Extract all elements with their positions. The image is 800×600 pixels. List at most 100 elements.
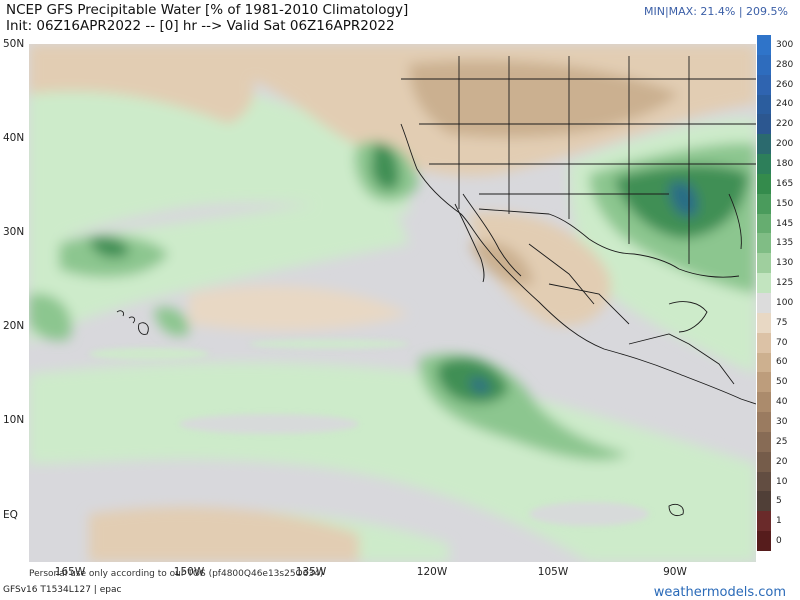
colorbar-segment [757,213,771,234]
lat-label-20n: 20N [3,320,25,332]
dry-central-pacific [189,285,409,331]
colorbar-segment [757,94,771,115]
colorbar-tick-label: 220 [776,119,794,130]
colorbar-segment [757,233,771,254]
lon-label-105w: 105W [537,566,569,578]
colorbar-segment [757,392,771,413]
colorbar-tick-label: 165 [776,178,794,189]
colorbar-tick-label: 10 [776,476,788,487]
galapagos-outline [668,503,684,517]
moist-streak-a [89,348,209,360]
country-outlines [116,56,756,517]
colorbar-tick-label: 5 [776,496,782,507]
colorbar-segment [757,332,771,353]
colorbar-segment [757,451,771,472]
colorbar-segment [757,134,771,155]
colorbar-segment [757,491,771,512]
dry-northeast-pacific [29,44,254,124]
lon-label-90w: 90W [663,566,687,578]
gulf-coast [588,238,740,278]
colorbar-tick-label: 150 [776,198,794,209]
baja-california [454,203,485,283]
colorbar-segment [757,35,771,55]
lat-label-50n: 50N [3,38,25,50]
florida [728,193,742,250]
mexico-state-line-a [528,243,595,305]
personal-use-notice: Personal use only according to our TOS (… [29,569,324,579]
lon-label-120w: 120W [416,566,448,578]
colorbar-segment [757,372,771,393]
moist-dark-ca [371,143,400,190]
colorbar-tick-label: 125 [776,278,794,289]
colorbar-tick-label: 20 [776,456,788,467]
moist-band-north [29,52,409,254]
moist-core-tropical [469,377,490,394]
map-subtitle: Init: 06Z16APR2022 -- [0] hr --> Valid S… [6,18,395,34]
central-america-line [628,333,735,385]
hawaii-islands [116,310,149,335]
colorbar-tick-label: 25 [776,436,788,447]
moist-mid-hawaii-west [29,293,72,341]
lat-label-10n: 10N [3,414,25,426]
mexico-state-line-b [548,283,630,325]
pw-field-layer [29,44,756,562]
dry-ca-channel [469,241,534,285]
model-info: GFSv16 T1534L127 | epac [3,585,122,595]
colorbar-segment [757,273,771,293]
lon-label-165w: 165W [54,566,86,578]
colorbar-tick-label: 50 [776,377,788,388]
colorbar-tick-label: 180 [776,159,794,169]
colorbar-tick-label: 145 [776,218,794,229]
colorbar-tick-label: 40 [776,397,788,408]
colorbar-tick-label: 75 [776,317,788,328]
lon-label-135w: 135W [295,566,327,578]
colorbar-segment [757,471,771,492]
title-block: NCEP GFS Precipitable Water [% of 1981-2… [6,2,408,34]
moist-mid-hawaii-small [154,307,190,336]
moist-plume-west [29,194,409,344]
colorbar-segment [757,412,771,432]
colorbar-segment [757,511,771,532]
colorbar-segment [757,173,771,194]
fine-detail-layer [89,339,649,526]
map-title: NCEP GFS Precipitable Water [% of 1981-2… [6,2,409,18]
colorbar-tick-label: 70 [776,337,788,348]
colorbar-tick-label: 1 [776,516,782,527]
colorbar-tick-label: 135 [776,238,794,249]
moist-dark-hawaii [89,236,129,258]
colorbar-tick-label: 100 [776,297,794,308]
colorbar-segment [757,531,771,551]
dry-streak-b [529,502,649,526]
colorbar-segment [757,292,771,313]
colorbar-tick-label: 240 [776,99,794,110]
moist-streak-b [249,339,409,349]
colorbar-segment [757,253,771,274]
dry-streak-a [179,414,359,434]
north-america-coastline [400,123,756,405]
colorbar-segment [757,54,771,75]
colorbar-tick-label: 60 [776,357,788,368]
colorbar-tick-label: 0 [776,536,782,547]
colorbar-segment [757,193,771,214]
colorbar-tick-label: 300 [776,39,794,50]
colorbar-tick-label: 130 [776,258,794,269]
colorbar-tick-label: 260 [776,79,794,90]
lat-label-30n: 30N [3,226,25,238]
yucatan [668,301,708,333]
colorbar-segment [757,352,771,373]
colorbar-segment [757,431,771,452]
colorbar-segment [757,74,771,95]
us-mexico-border [478,208,590,240]
dry-southwest [89,506,359,562]
lon-label-150w: 150W [173,566,205,578]
colorbar-tick-label: 280 [776,59,794,70]
colorbar-segment [757,154,771,174]
dry-mexico [469,212,611,326]
moist-core-southeast [669,181,698,217]
lat-label-40n: 40N [3,132,25,144]
minmax-readout: MIN|MAX: 21.4% | 209.5% [643,5,788,18]
colorbar-tick-label: 30 [776,417,788,427]
gulf-of-california [462,193,522,277]
map-canvas [29,44,756,562]
dry-mid-core [409,60,679,138]
